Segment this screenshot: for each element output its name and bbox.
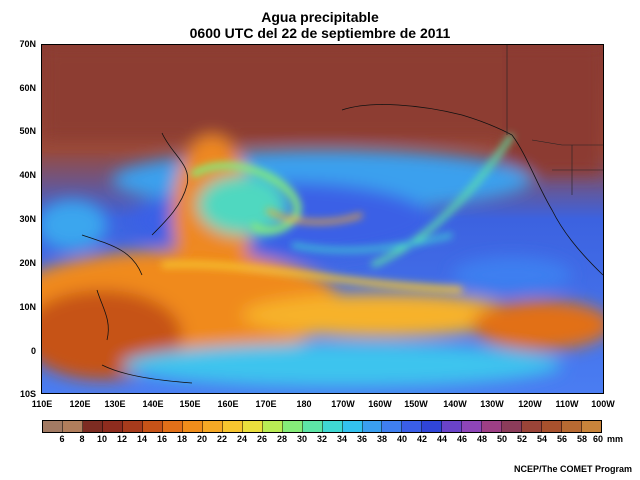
colorbar-label: 44 [436,434,447,444]
colorbar-swatch [182,421,203,432]
colorbar-label: 46 [456,434,467,444]
colorbar-label: 52 [516,434,527,444]
colorbar-label: 36 [356,434,367,444]
colorbar-swatch [422,421,443,432]
colorbar-label: 10 [96,434,107,444]
colorbar-swatch [322,421,343,432]
lon-label-120e: 120E [69,399,91,409]
lon-label-160w: 160W [368,399,392,409]
colorbar-swatch [402,421,423,432]
lat-label-10n: 10N [19,302,36,312]
colorbar-label: 24 [236,434,247,444]
colorbar-swatch [562,421,583,432]
colorbar-swatch [282,421,303,432]
lat-label-70n: 70N [19,39,36,49]
lon-label-110w: 110W [555,399,579,409]
lon-label-170e: 170E [255,399,277,409]
colorbar-label: 18 [176,434,187,444]
title-line-2: 0600 UTC del 22 de septiembre de 2011 [189,25,451,41]
colorbar-swatch [43,421,63,432]
colorbar-label: 34 [336,434,347,444]
colorbar-swatch [482,421,503,432]
colorbar-units: mm [607,434,624,444]
colorbar-swatch [442,421,463,432]
lon-label-120w: 120W [518,399,542,409]
lon-label-140e: 140E [142,399,164,409]
colorbar-label: 54 [536,434,547,444]
colorbar-label: 28 [276,434,287,444]
lat-label-10s: 10S [19,389,36,399]
colorbar-swatch [462,421,483,432]
colorbar-swatch [202,421,223,432]
lon-label-130w: 130W [480,399,504,409]
lat-label-40n: 40N [19,170,36,180]
lon-label-170w: 170W [331,399,355,409]
colorbar-swatch [82,421,103,432]
lon-label-100w: 100W [591,399,615,409]
lon-label-110e: 110E [31,399,53,409]
precipitable-water-map [41,44,604,394]
credit-text: NCEP/The COMET Program [513,464,632,474]
lat-label-20n: 20N [19,258,36,268]
colorbar-label: 14 [136,434,147,444]
colorbar-label: 40 [396,434,407,444]
colorbar-swatch [142,421,163,432]
lon-label-160e: 160E [217,399,239,409]
colorbar-swatch [342,421,363,432]
lat-label-50n: 50N [19,126,36,136]
colorbar-label: 20 [196,434,207,444]
coastlines [81,104,603,384]
lat-label-30n: 30N [19,214,36,224]
lat-label-60n: 60N [19,83,36,93]
colorbar-swatch [302,421,323,432]
colorbar-label: 8 [79,434,85,444]
colorbar-label: 6 [59,434,65,444]
colorbar-swatch [502,421,523,432]
moisture-detail [161,133,515,293]
colorbar-label: 26 [256,434,267,444]
colorbar-swatch [362,421,383,432]
colorbar-swatch [262,421,283,432]
lon-label-150w: 150W [404,399,428,409]
colorbar-label: 22 [216,434,227,444]
colorbar-swatch [382,421,403,432]
colorbar-swatch [122,421,143,432]
colorbar-swatch [62,421,83,432]
colorbar-swatch [582,421,602,432]
colorbar-label: 50 [496,434,507,444]
colorbar-label: 12 [116,434,127,444]
colorbar-swatch [542,421,563,432]
title-line-1: Agua precipitable [261,9,379,25]
colorbar-label: 16 [156,434,167,444]
colorbar-label: 60 [592,434,603,444]
lon-label-180: 180 [296,399,312,409]
colorbar-swatch [162,421,183,432]
colorbar-label: 42 [416,434,427,444]
colorbar-swatch [242,421,263,432]
lon-label-150e: 150E [179,399,201,409]
colorbar [42,420,602,433]
lat-label-0: 0 [30,346,36,356]
colorbar-swatch [222,421,243,432]
lon-label-130e: 130E [104,399,126,409]
colorbar-label: 48 [476,434,487,444]
colorbar-label: 58 [576,434,587,444]
colorbar-label: 56 [556,434,567,444]
lon-label-140w: 140W [443,399,467,409]
colorbar-label: 32 [316,434,327,444]
colorbar-swatch [522,421,543,432]
colorbar-swatch [102,421,123,432]
colorbar-label: 30 [296,434,307,444]
colorbar-label: 38 [376,434,387,444]
borders [506,45,603,195]
